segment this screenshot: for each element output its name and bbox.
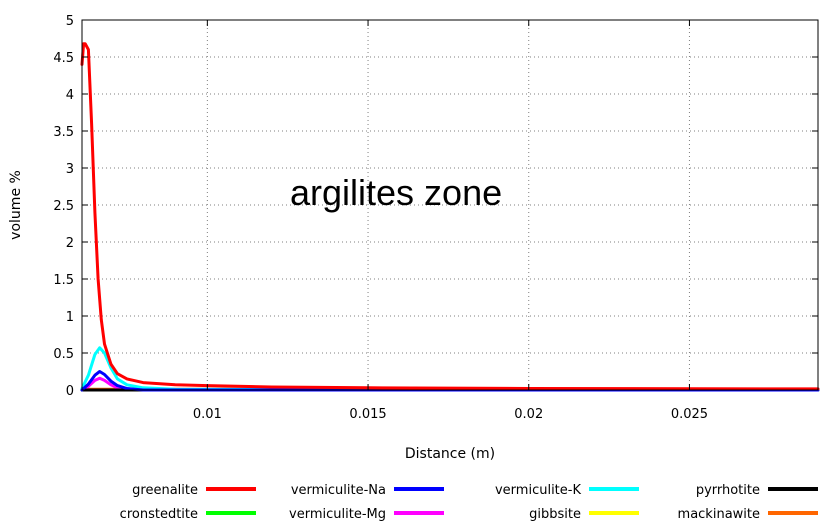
legend-item: vermiculite-K: [495, 483, 639, 498]
y-tick-label: 5: [66, 14, 74, 29]
legend-item: pyrrhotite: [696, 483, 818, 498]
legend-label: vermiculite-K: [495, 483, 581, 498]
series-line-vermiculite-na: [80, 370, 820, 392]
legend-label: gibbsite: [529, 507, 581, 522]
x-tick-label: 0.01: [193, 407, 222, 422]
legend-label: cronstedtite: [120, 507, 198, 522]
grid: [82, 20, 818, 390]
legend-label: mackinawite: [678, 507, 760, 522]
series-line-greenalite: [80, 42, 820, 391]
series-layer: [80, 42, 820, 392]
x-tick-label: 0.015: [349, 407, 386, 422]
y-tick-label: 3.5: [53, 125, 74, 140]
y-tick-label: 0: [66, 384, 74, 399]
legend-label: greenalite: [132, 483, 198, 498]
legend-label: vermiculite-Mg: [289, 507, 386, 522]
ticks: 0 0.5 1 1.5 2 2.5 3 3.5 4 4.5 5 0.01 0.015 0.02 0.025: [53, 14, 818, 422]
annotation-text: argilites zone: [290, 172, 502, 213]
legend: greenalite vermiculite-Na vermiculite-K pyr…: [120, 483, 818, 522]
x-tick-label: 0.025: [671, 407, 708, 422]
y-axis-label: volume %: [8, 170, 24, 240]
legend-item: greenalite: [132, 483, 256, 498]
y-tick-label: 4: [66, 88, 74, 103]
legend-label: pyrrhotite: [696, 483, 760, 498]
y-tick-label: 0.5: [53, 347, 74, 362]
legend-item: vermiculite-Na: [291, 483, 444, 498]
legend-item: mackinawite: [678, 507, 818, 522]
legend-item: gibbsite: [529, 507, 639, 522]
y-tick-label: 2.5: [53, 199, 74, 214]
legend-label: vermiculite-Na: [291, 483, 386, 498]
legend-item: vermiculite-Mg: [289, 507, 444, 522]
y-tick-label: 3: [66, 162, 74, 177]
y-tick-label: 4.5: [53, 51, 74, 66]
y-tick-label: 2: [66, 236, 74, 251]
legend-item: cronstedtite: [120, 507, 256, 522]
x-tick-label: 0.02: [514, 407, 543, 422]
y-tick-label: 1: [66, 310, 74, 325]
x-axis-label: Distance (m): [405, 446, 495, 462]
series-line-vermiculite-k: [80, 346, 820, 392]
y-tick-label: 1.5: [53, 273, 74, 288]
